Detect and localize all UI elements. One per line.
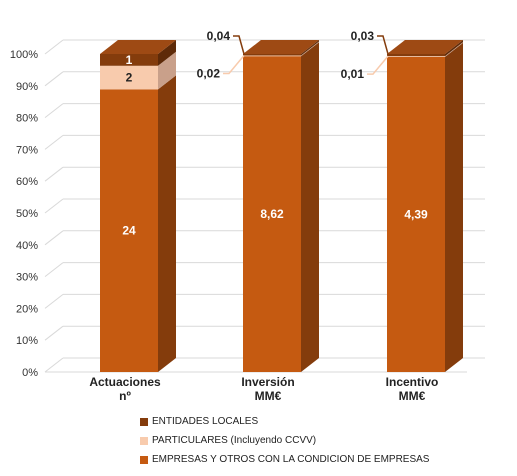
y-tick-label-20: 20%: [16, 303, 38, 315]
bar-side-0-series-1: [158, 51, 176, 90]
bar-side-0-series-2: [158, 40, 176, 66]
y-tick-label-90: 90%: [16, 81, 38, 93]
data-label-1-0: 8,62: [260, 207, 284, 221]
leader-line-2-1: [367, 55, 389, 75]
data-label-2-2: 0,03: [351, 29, 375, 43]
bar-side-1-series-2: [301, 40, 319, 56]
gridline-diag-10: [44, 325, 64, 341]
bar-0-series-0: [100, 89, 158, 372]
gridline-diag-100: [44, 39, 64, 55]
bar-0-series-1: [100, 65, 158, 90]
legend-label-entidades: ENTIDADES LOCALES: [152, 416, 259, 427]
gridline-diag-30: [44, 262, 64, 277]
x-tick-label-line: nº: [119, 389, 131, 403]
y-tick-label-50: 50%: [16, 208, 38, 220]
bar-1-series-0: [243, 56, 301, 373]
legend-item-entidades: ENTIDADES LOCALES: [140, 412, 429, 431]
data-label-2-1: 0,01: [341, 67, 365, 81]
x-tick-label-line: Inversión: [241, 375, 294, 389]
bar-side-2-series-0: [445, 42, 463, 372]
legend-label-particulares: PARTICULARES (Incluyendo CCVV): [152, 435, 317, 446]
data-label-0-2: 1: [126, 53, 133, 67]
y-tick-label-80: 80%: [16, 113, 38, 125]
bar-2-series-2: [387, 54, 445, 57]
gridline-diag-90: [44, 71, 64, 87]
data-label-1-1: 0,02: [197, 66, 221, 80]
gridline-diag-50: [44, 198, 64, 214]
gridline-diag-40: [44, 230, 64, 246]
bar-0-series-2: [100, 54, 158, 66]
gridline-diag-60: [44, 166, 64, 182]
y-tick-label-0: 0%: [22, 367, 38, 379]
x-tick-label-2: Incentivo MM€: [386, 375, 439, 403]
legend-label-empresas: EMPRESAS Y OTROS CON LA CONDICION DE EMP…: [152, 454, 430, 465]
bar-1-series-1: [243, 55, 301, 57]
leader-line-1-2: [233, 35, 245, 55]
x-tick-label-line: MM€: [399, 389, 426, 403]
x-tick-label-line: Incentivo: [386, 375, 439, 389]
y-tick-label-60: 60%: [16, 176, 38, 188]
legend-item-empresas: EMPRESAS Y OTROS CON LA CONDICION DE EMP…: [140, 450, 429, 469]
y-tick-label-40: 40%: [16, 240, 38, 252]
legend: ENTIDADES LOCALES PARTICULARES (Incluyen…: [140, 412, 429, 469]
data-label-2-0: 4,39: [404, 207, 428, 221]
y-tick-label-30: 30%: [16, 272, 38, 284]
bar-side-1-series-0: [301, 42, 319, 373]
x-tick-label-1: Inversión MM€: [241, 375, 294, 403]
legend-swatch-empresas: [140, 455, 148, 464]
bar-side-0-series-0: [158, 75, 176, 372]
legend-item-particulares: PARTICULARES (Incluyendo CCVV): [140, 431, 429, 450]
legend-swatch-particulares: [140, 436, 148, 445]
y-tick-label-70: 70%: [16, 144, 38, 156]
gridline-diag-0: [44, 357, 64, 373]
bar-2-series-0: [387, 56, 445, 372]
data-label-0-0: 24: [122, 224, 136, 238]
y-tick-label-100: 100%: [10, 49, 38, 61]
bar-1-series-2: [243, 54, 301, 56]
gridline-diag-70: [44, 135, 64, 150]
gridline-diag-20: [44, 294, 64, 309]
bar-side-2-series-1: [445, 42, 463, 57]
x-tick-label-line: Actuaciones: [89, 375, 161, 389]
bar-side-2-series-2: [445, 40, 463, 57]
bar-top-0: [100, 40, 176, 54]
leader-line-2-2: [377, 35, 389, 55]
bar-2-series-1: [387, 56, 445, 57]
leader-line-1-1: [223, 54, 245, 75]
legend-swatch-entidades: [140, 417, 148, 426]
bar-top-2: [387, 40, 463, 54]
stacked-bar-chart: 0% 10% 20% 30% 40% 50% 60% 70% 80% 90% 100% 24 2 1 Act…: [10, 29, 485, 403]
data-label-1-2: 0,04: [207, 29, 231, 43]
bar-top-1: [243, 40, 319, 54]
y-tick-label-10: 10%: [16, 335, 38, 347]
x-tick-label-line: MM€: [255, 389, 282, 403]
bar-side-1-series-1: [301, 41, 319, 57]
x-tick-label-0: Actuaciones nº: [89, 375, 161, 403]
gridline-diag-80: [44, 103, 64, 118]
data-label-0-1: 2: [126, 71, 133, 85]
